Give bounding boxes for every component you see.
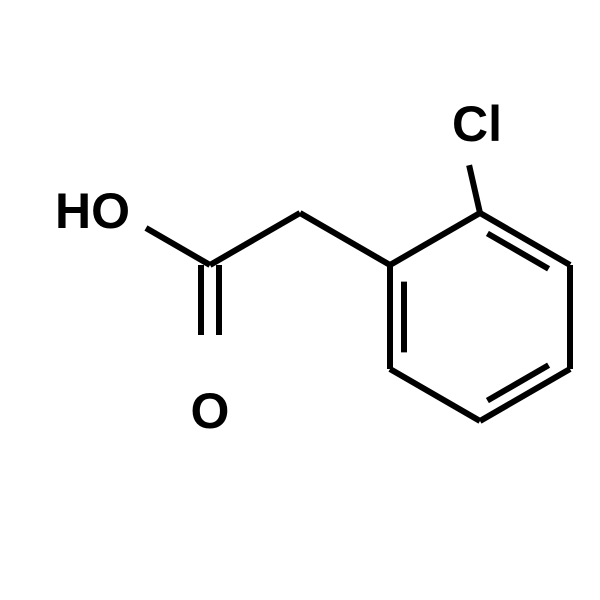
atom-label-cl: Cl xyxy=(452,96,502,152)
molecule-canvas: Cl O HO xyxy=(0,0,600,600)
atom-label-o: O xyxy=(191,383,230,439)
atom-label-ho: HO xyxy=(55,183,130,239)
